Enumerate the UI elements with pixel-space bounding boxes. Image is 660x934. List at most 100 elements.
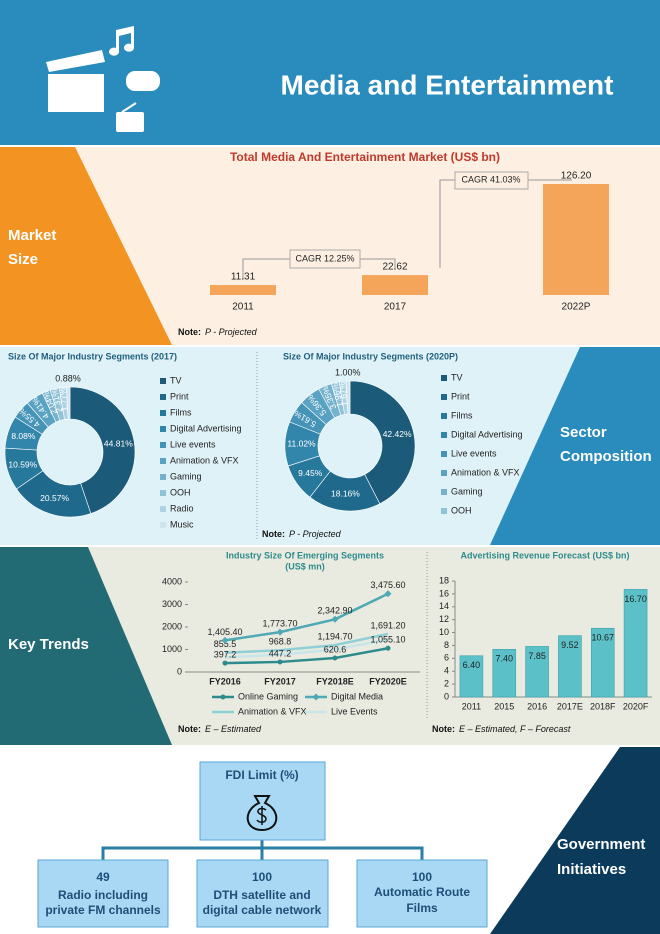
fdi-label: private FM channels bbox=[45, 903, 161, 917]
legend-swatch bbox=[160, 474, 166, 480]
annotation-box bbox=[289, 249, 361, 269]
legend-label: Radio bbox=[170, 503, 194, 513]
legend-label: Live events bbox=[451, 448, 497, 458]
note-label: Note: bbox=[178, 327, 201, 337]
value-label: 2,342.90 bbox=[317, 606, 352, 616]
clapper-icon bbox=[48, 74, 104, 112]
fdi-label: digital cable network bbox=[203, 903, 322, 917]
y-tick-label: 10 bbox=[439, 627, 449, 637]
legend-swatch bbox=[441, 432, 447, 438]
pie-label: 20.57% bbox=[40, 493, 69, 503]
pie-slice bbox=[66, 386, 71, 420]
marker bbox=[277, 659, 283, 665]
pie-label: 10.59% bbox=[8, 459, 37, 469]
value-label: 1,405.40 bbox=[207, 627, 242, 637]
value-label: 855.5 bbox=[214, 639, 237, 649]
x-tick-label: 2020F bbox=[623, 701, 649, 711]
panel-title: Initiatives bbox=[557, 861, 626, 878]
value-label: 1,691.20 bbox=[370, 620, 405, 630]
legend-swatch bbox=[160, 410, 166, 416]
value-label: 22.62 bbox=[382, 262, 407, 273]
annotation: CAGR 41.03% bbox=[461, 174, 520, 184]
legend-label: Films bbox=[170, 407, 192, 417]
y-tick-label: 4000 bbox=[162, 576, 182, 586]
legend-marker bbox=[220, 694, 226, 700]
legend-swatch bbox=[160, 426, 166, 432]
fdi-label: Radio including bbox=[58, 888, 148, 902]
note-label: Note: bbox=[262, 529, 285, 539]
chart-title: Size Of Major Industry Segments (2017) bbox=[8, 351, 177, 361]
note-text: E – Estimated bbox=[205, 724, 262, 734]
legend-label: Online Gaming bbox=[238, 691, 298, 701]
legend-swatch bbox=[160, 442, 166, 448]
note-label: Note: bbox=[432, 724, 455, 734]
x-tick-label: 2011 bbox=[462, 701, 481, 711]
x-tick-label: 2018F bbox=[590, 701, 616, 711]
x-tick-label: 2017 bbox=[384, 302, 407, 313]
legend-label: Print bbox=[170, 391, 189, 401]
legend-swatch bbox=[441, 375, 447, 381]
legend-swatch bbox=[441, 413, 447, 419]
chart-title: Total Media And Entertainment Market (US… bbox=[230, 150, 500, 164]
series-line bbox=[224, 592, 389, 642]
note: Note: E – Estimated bbox=[178, 724, 262, 734]
x-tick-label: FY2018E bbox=[316, 676, 354, 686]
y-tick-label: 14 bbox=[439, 601, 449, 611]
music-icon bbox=[109, 26, 134, 56]
legend-swatch bbox=[441, 470, 447, 476]
series-line bbox=[224, 638, 389, 659]
note-text: P - Projected bbox=[289, 529, 342, 539]
value-label: 126.20 bbox=[561, 171, 592, 182]
x-tick-label: 2011 bbox=[232, 302, 254, 313]
marker bbox=[332, 655, 338, 661]
legend-label: TV bbox=[170, 375, 182, 385]
chart-title: Advertising Revenue Forecast (US$ bn) bbox=[460, 550, 629, 560]
pie-label: 8.08% bbox=[11, 431, 36, 441]
fdi-value: 49 bbox=[96, 870, 110, 884]
value-label: 447.2 bbox=[269, 648, 292, 658]
legend-swatch bbox=[441, 489, 447, 495]
fdi-label: DTH satellite and bbox=[213, 888, 310, 902]
legend-swatch bbox=[160, 394, 166, 400]
fdi-item-box bbox=[196, 859, 329, 928]
legend-label: Films bbox=[451, 410, 473, 420]
series-line bbox=[224, 632, 389, 654]
x-tick-label: 2016 bbox=[527, 701, 547, 711]
y-tick-label: 3000 bbox=[162, 599, 182, 609]
value-label: 7.85 bbox=[528, 651, 546, 661]
x-tick-label: 2015 bbox=[494, 701, 514, 711]
note-text: E – Estimated, F – Forecast bbox=[459, 724, 571, 734]
header-icons bbox=[46, 26, 160, 132]
legend-label: TV bbox=[451, 372, 463, 382]
note: Note: P - Projected bbox=[262, 529, 342, 539]
panel-title: Key Trends bbox=[8, 636, 89, 653]
fdi-label: Automatic Route bbox=[374, 885, 470, 899]
dollar bbox=[256, 806, 267, 825]
y-tick-label: 0 bbox=[177, 666, 182, 676]
value-label: 9.52 bbox=[561, 640, 579, 650]
x-tick-label: FY2020E bbox=[369, 676, 407, 686]
y-tick-label: 2 bbox=[444, 678, 449, 688]
bar bbox=[525, 646, 549, 698]
value-label: 620.6 bbox=[324, 644, 347, 654]
clapper-top bbox=[46, 50, 105, 72]
legend-swatch bbox=[441, 451, 447, 457]
fdi-value: 100 bbox=[252, 870, 272, 884]
marker bbox=[221, 636, 229, 644]
x-tick-label: FY2017 bbox=[264, 676, 296, 686]
bar bbox=[543, 184, 609, 295]
legend-label: Digital Advertising bbox=[451, 429, 523, 439]
gamepad-icon bbox=[126, 71, 160, 91]
legend-label: OOH bbox=[451, 505, 472, 515]
marker bbox=[385, 645, 391, 651]
y-tick-label: 18 bbox=[439, 575, 449, 585]
connector bbox=[439, 179, 455, 268]
legend-swatch bbox=[441, 394, 447, 400]
y-tick-label: 1000 bbox=[162, 644, 182, 654]
series-line bbox=[224, 647, 389, 665]
legend-label: Gaming bbox=[170, 471, 202, 481]
legend-label: Gaming bbox=[451, 486, 483, 496]
chart-title: Size Of Major Industry Segments (2020P) bbox=[283, 351, 458, 361]
note: Note: E – Estimated, F – Forecast bbox=[432, 724, 571, 734]
